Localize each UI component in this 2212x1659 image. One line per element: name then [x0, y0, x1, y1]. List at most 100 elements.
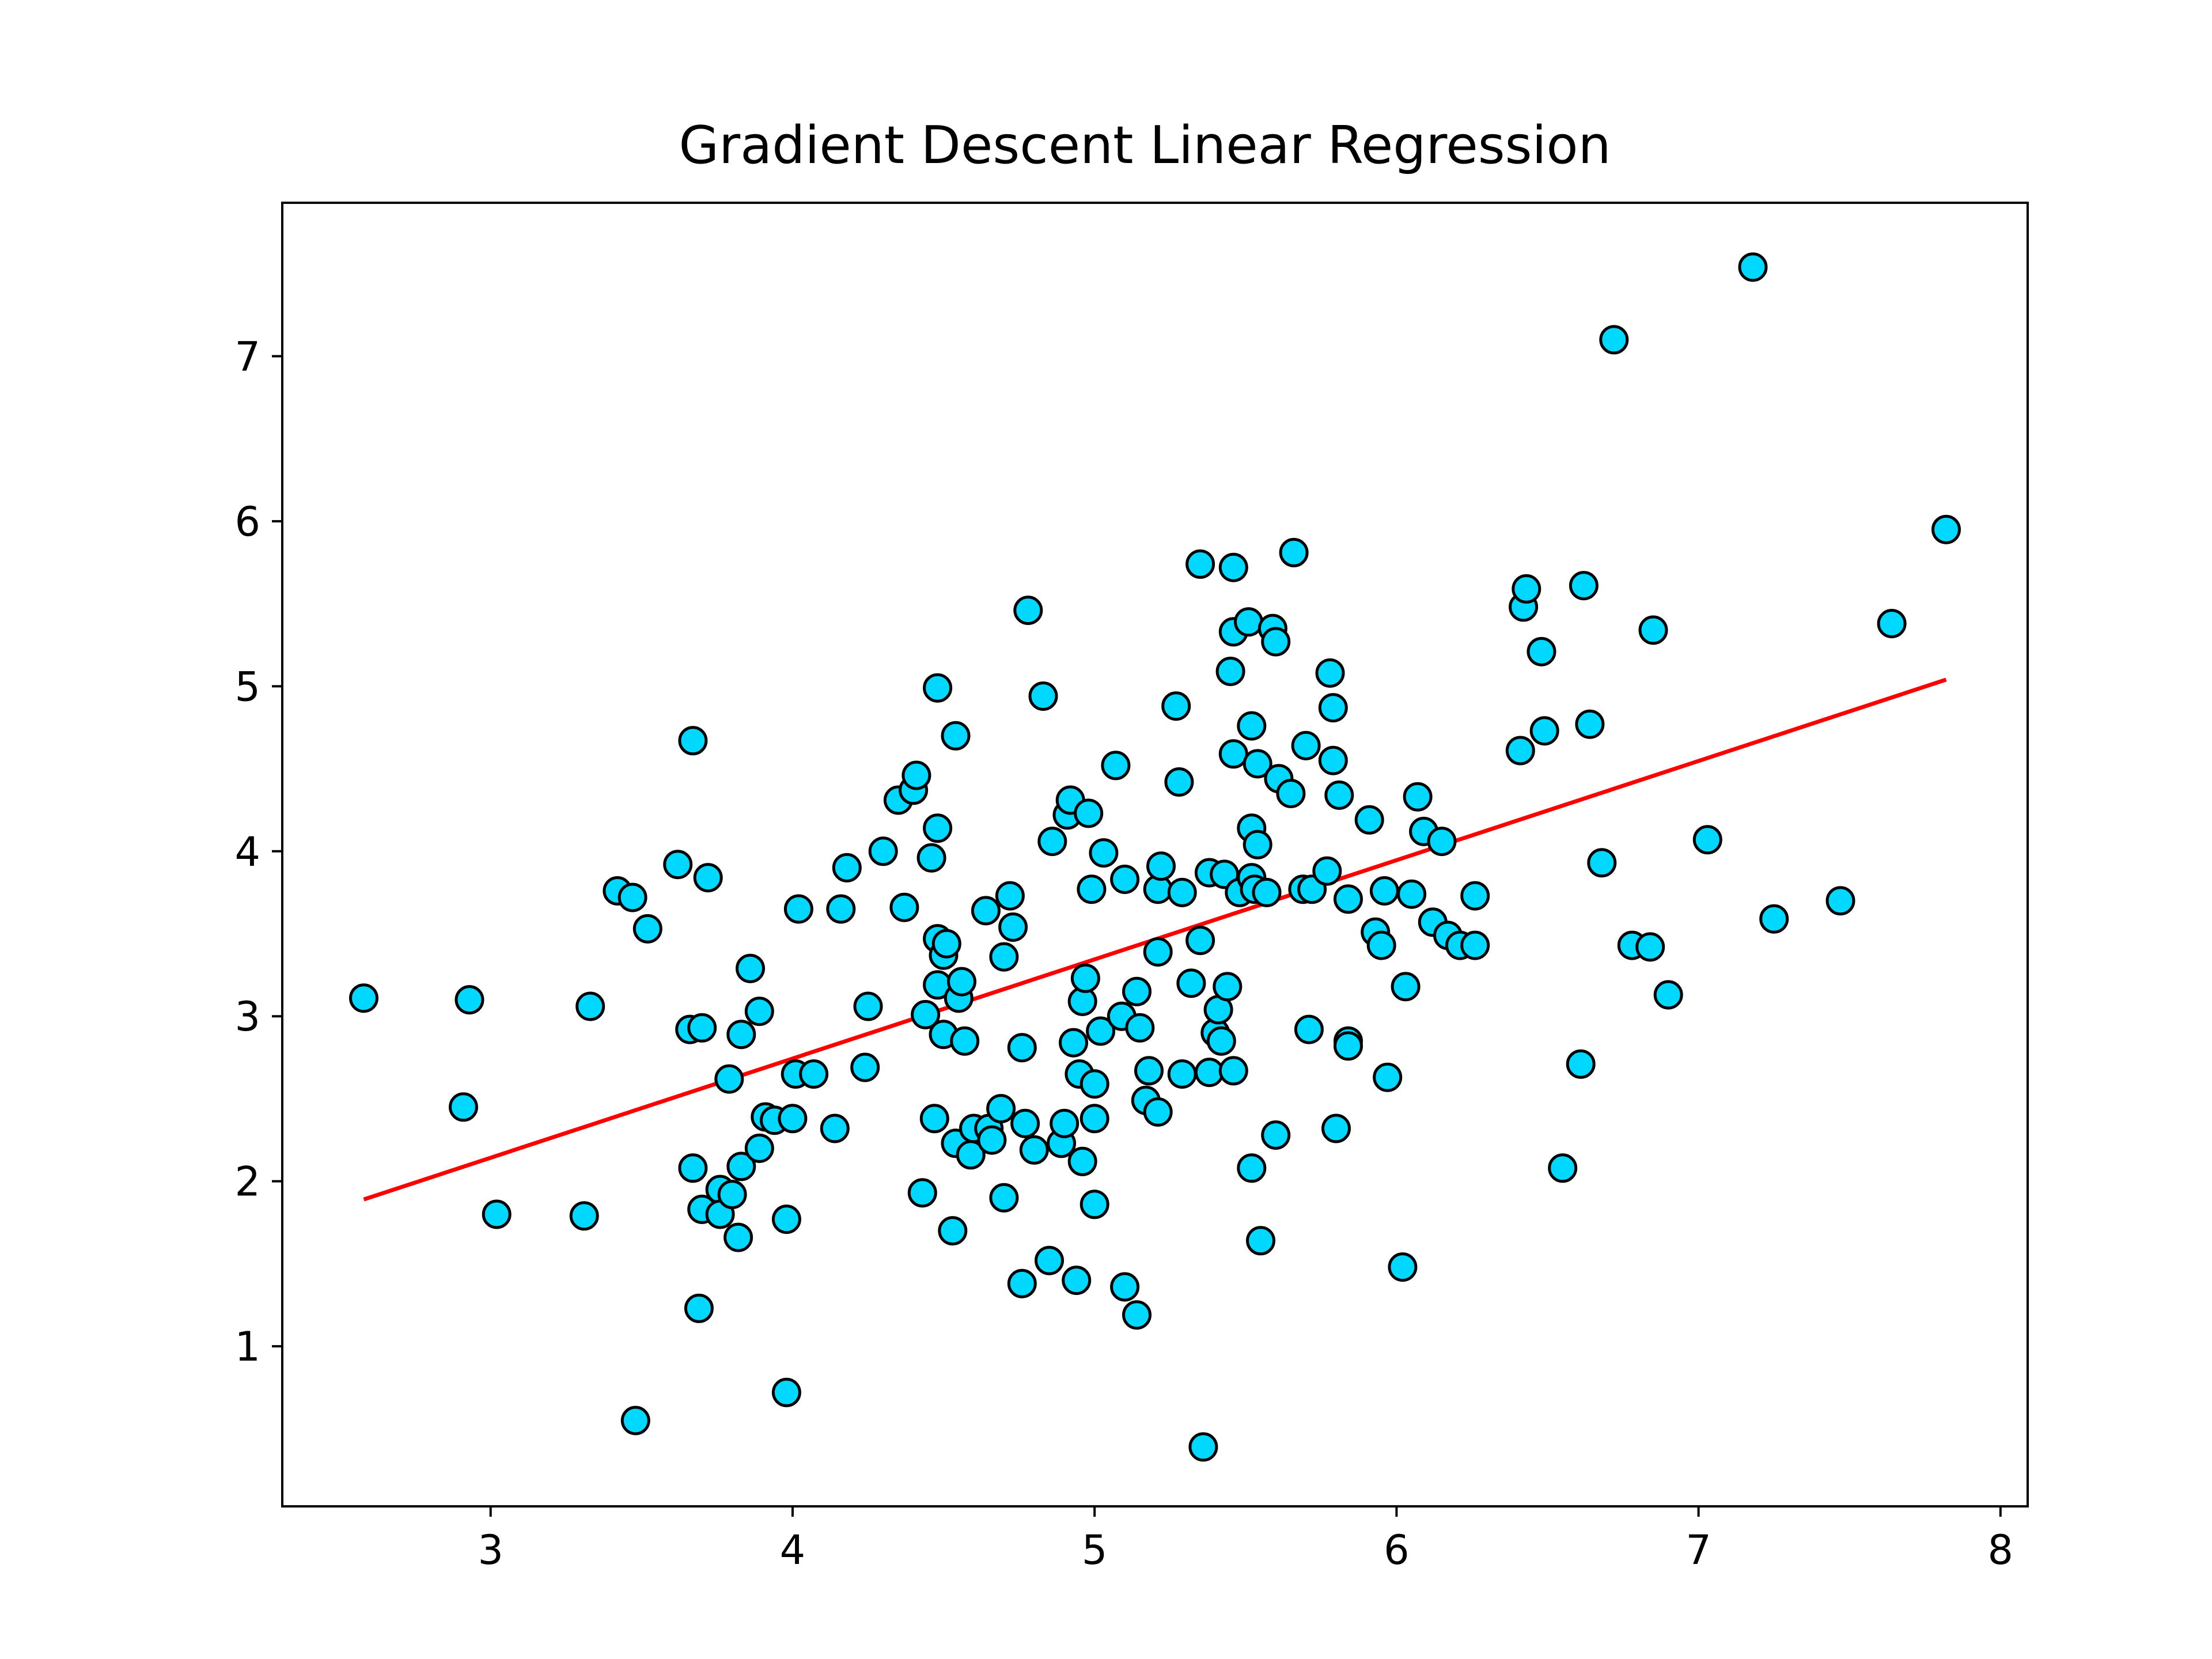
scatter-point — [1252, 877, 1282, 907]
y-axis-ticks: 1 2 3 4 5 6 7 — [234, 333, 282, 1370]
scatter-point — [799, 1059, 829, 1089]
scatter-point — [947, 967, 976, 997]
scatter-point — [989, 1183, 1019, 1213]
scatter-point — [1529, 716, 1559, 746]
scatter-point — [1143, 937, 1173, 967]
scatter-point — [1218, 739, 1248, 769]
scatter-point — [1373, 1062, 1403, 1092]
scatter-point — [1059, 1028, 1088, 1058]
scatter-point — [1037, 827, 1067, 857]
scatter-point — [1599, 325, 1629, 355]
scatter-point — [1070, 963, 1100, 993]
x-tick-label: 5 — [1082, 1527, 1108, 1574]
x-axis-ticks: 3 4 5 6 7 8 — [478, 1506, 2013, 1574]
scatter-point — [919, 1104, 949, 1134]
scatter-point — [1013, 596, 1043, 625]
scatter-point — [1575, 709, 1605, 739]
x-tick-label: 6 — [1384, 1527, 1410, 1574]
scatter-point — [1089, 838, 1119, 868]
y-tick-label: 5 — [234, 663, 260, 710]
scatter-point — [1122, 1300, 1152, 1330]
scatter-point — [1460, 930, 1490, 960]
scatter-point — [1161, 691, 1191, 721]
scatter-point — [678, 1153, 708, 1183]
y-tick-label: 1 — [234, 1323, 260, 1370]
scatter-point — [1587, 848, 1617, 878]
scatter-point — [1315, 658, 1345, 688]
y-tick-label: 6 — [234, 498, 260, 546]
scatter-point — [1110, 865, 1140, 894]
scatter-point — [1369, 876, 1399, 906]
scatter-point — [1261, 627, 1291, 657]
scatter-point — [902, 760, 931, 790]
axes-border — [281, 202, 2029, 1508]
scatter-point — [1324, 780, 1354, 810]
scatter-point — [620, 1406, 650, 1435]
scatter-point — [1167, 1059, 1197, 1089]
scatter-point — [618, 882, 647, 912]
scatter-point — [1759, 904, 1789, 934]
scatter-point — [1635, 932, 1665, 962]
scatter-point — [916, 843, 946, 873]
scatter-point — [1569, 571, 1599, 601]
scatter-point — [736, 953, 765, 983]
scatter-point — [1261, 1120, 1291, 1150]
scatter-point — [1062, 1266, 1092, 1296]
scatter-point — [1548, 1153, 1578, 1183]
scatter-point — [1427, 827, 1457, 857]
scatter-point — [714, 1064, 744, 1094]
scatter-point — [1931, 514, 1961, 544]
scatter-point — [1505, 736, 1535, 766]
scatter-point — [907, 1178, 937, 1208]
scatter-point — [678, 726, 708, 756]
x-tick-label: 8 — [1988, 1527, 2014, 1574]
scatter-point — [1279, 537, 1309, 567]
scatter-point — [1243, 749, 1272, 779]
scatter-point — [998, 912, 1028, 942]
scatter-point — [1246, 1226, 1275, 1256]
scatter-point — [1028, 681, 1058, 711]
scatter-point — [853, 991, 883, 1021]
y-tick-label: 3 — [234, 993, 260, 1040]
scatter-point — [575, 991, 605, 1021]
scatter-point — [1391, 972, 1421, 1002]
scatter-point — [889, 892, 919, 922]
scatter-point — [1146, 851, 1176, 881]
scatter-point — [1692, 825, 1722, 855]
scatter-point — [1019, 1135, 1049, 1165]
scatter-point — [482, 1199, 512, 1229]
scatter-point — [1237, 1153, 1267, 1183]
scatter-point — [1134, 1056, 1164, 1086]
y-tick-label: 7 — [234, 333, 260, 380]
scatter-point — [1321, 1113, 1351, 1143]
scatter-point — [986, 1094, 1016, 1124]
scatter-point — [1318, 745, 1348, 775]
scatter-point — [977, 1125, 1007, 1155]
scatter-point — [1294, 1014, 1324, 1044]
scatter-point — [850, 1052, 880, 1082]
scatter-point — [663, 850, 693, 880]
scatter-point — [1403, 782, 1433, 812]
scatter-point — [1080, 1104, 1109, 1134]
scatter-point — [569, 1201, 599, 1231]
scatter-point — [1035, 1245, 1064, 1275]
scatter-point — [1243, 830, 1272, 859]
scatter-point — [449, 1092, 478, 1122]
scatter-point — [1234, 607, 1263, 637]
scatter-point — [1218, 1056, 1248, 1086]
scatter-point — [941, 721, 971, 751]
scatter-point — [1164, 767, 1194, 797]
scatter-point — [1566, 1049, 1596, 1079]
scatter-points-layer — [349, 252, 1961, 1462]
scatter-point — [1080, 1069, 1109, 1099]
scatter-point — [1738, 252, 1768, 282]
scatter-point — [1276, 779, 1306, 808]
scatter-point — [726, 1152, 756, 1181]
scatter-point — [1194, 1058, 1224, 1088]
scatter-point — [1366, 930, 1396, 960]
scatter-point — [1638, 615, 1668, 645]
scatter-point — [1143, 1097, 1173, 1127]
scatter-point — [1334, 1031, 1363, 1061]
scatter-point — [1215, 657, 1245, 686]
scatter-point — [744, 997, 774, 1027]
